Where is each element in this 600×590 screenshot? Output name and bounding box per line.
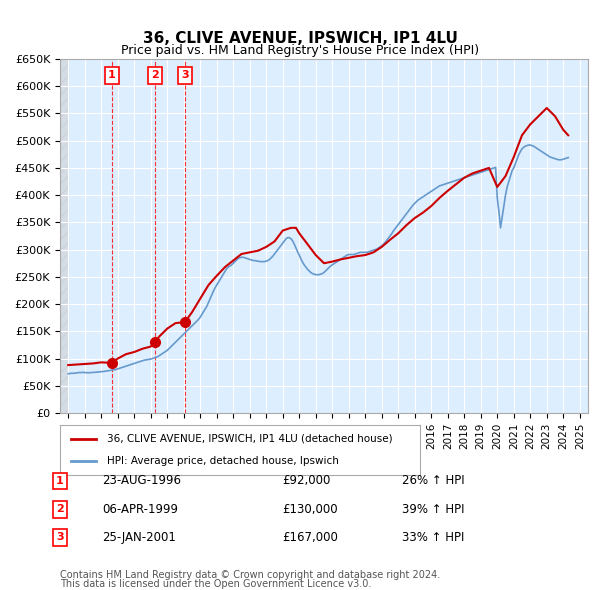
Text: £167,000: £167,000 <box>282 531 338 544</box>
Text: 36, CLIVE AVENUE, IPSWICH, IP1 4LU: 36, CLIVE AVENUE, IPSWICH, IP1 4LU <box>143 31 457 46</box>
Text: 1: 1 <box>108 70 116 80</box>
Text: 25-JAN-2001: 25-JAN-2001 <box>102 531 176 544</box>
Text: £92,000: £92,000 <box>282 474 331 487</box>
Text: 2: 2 <box>56 504 64 514</box>
Text: 3: 3 <box>181 70 189 80</box>
Text: Price paid vs. HM Land Registry's House Price Index (HPI): Price paid vs. HM Land Registry's House … <box>121 44 479 57</box>
Text: Contains HM Land Registry data © Crown copyright and database right 2024.: Contains HM Land Registry data © Crown c… <box>60 571 440 580</box>
Text: 36, CLIVE AVENUE, IPSWICH, IP1 4LU (detached house): 36, CLIVE AVENUE, IPSWICH, IP1 4LU (deta… <box>107 434 392 444</box>
Text: 23-AUG-1996: 23-AUG-1996 <box>102 474 181 487</box>
Text: 33% ↑ HPI: 33% ↑ HPI <box>402 531 464 544</box>
Text: 1: 1 <box>56 476 64 486</box>
Text: 2: 2 <box>151 70 159 80</box>
Text: 06-APR-1999: 06-APR-1999 <box>102 503 178 516</box>
Text: 3: 3 <box>56 533 64 542</box>
Text: 26% ↑ HPI: 26% ↑ HPI <box>402 474 464 487</box>
Text: This data is licensed under the Open Government Licence v3.0.: This data is licensed under the Open Gov… <box>60 579 371 589</box>
Text: HPI: Average price, detached house, Ipswich: HPI: Average price, detached house, Ipsw… <box>107 456 338 466</box>
Text: £130,000: £130,000 <box>282 503 338 516</box>
Bar <box>60 59 68 413</box>
Text: 39% ↑ HPI: 39% ↑ HPI <box>402 503 464 516</box>
